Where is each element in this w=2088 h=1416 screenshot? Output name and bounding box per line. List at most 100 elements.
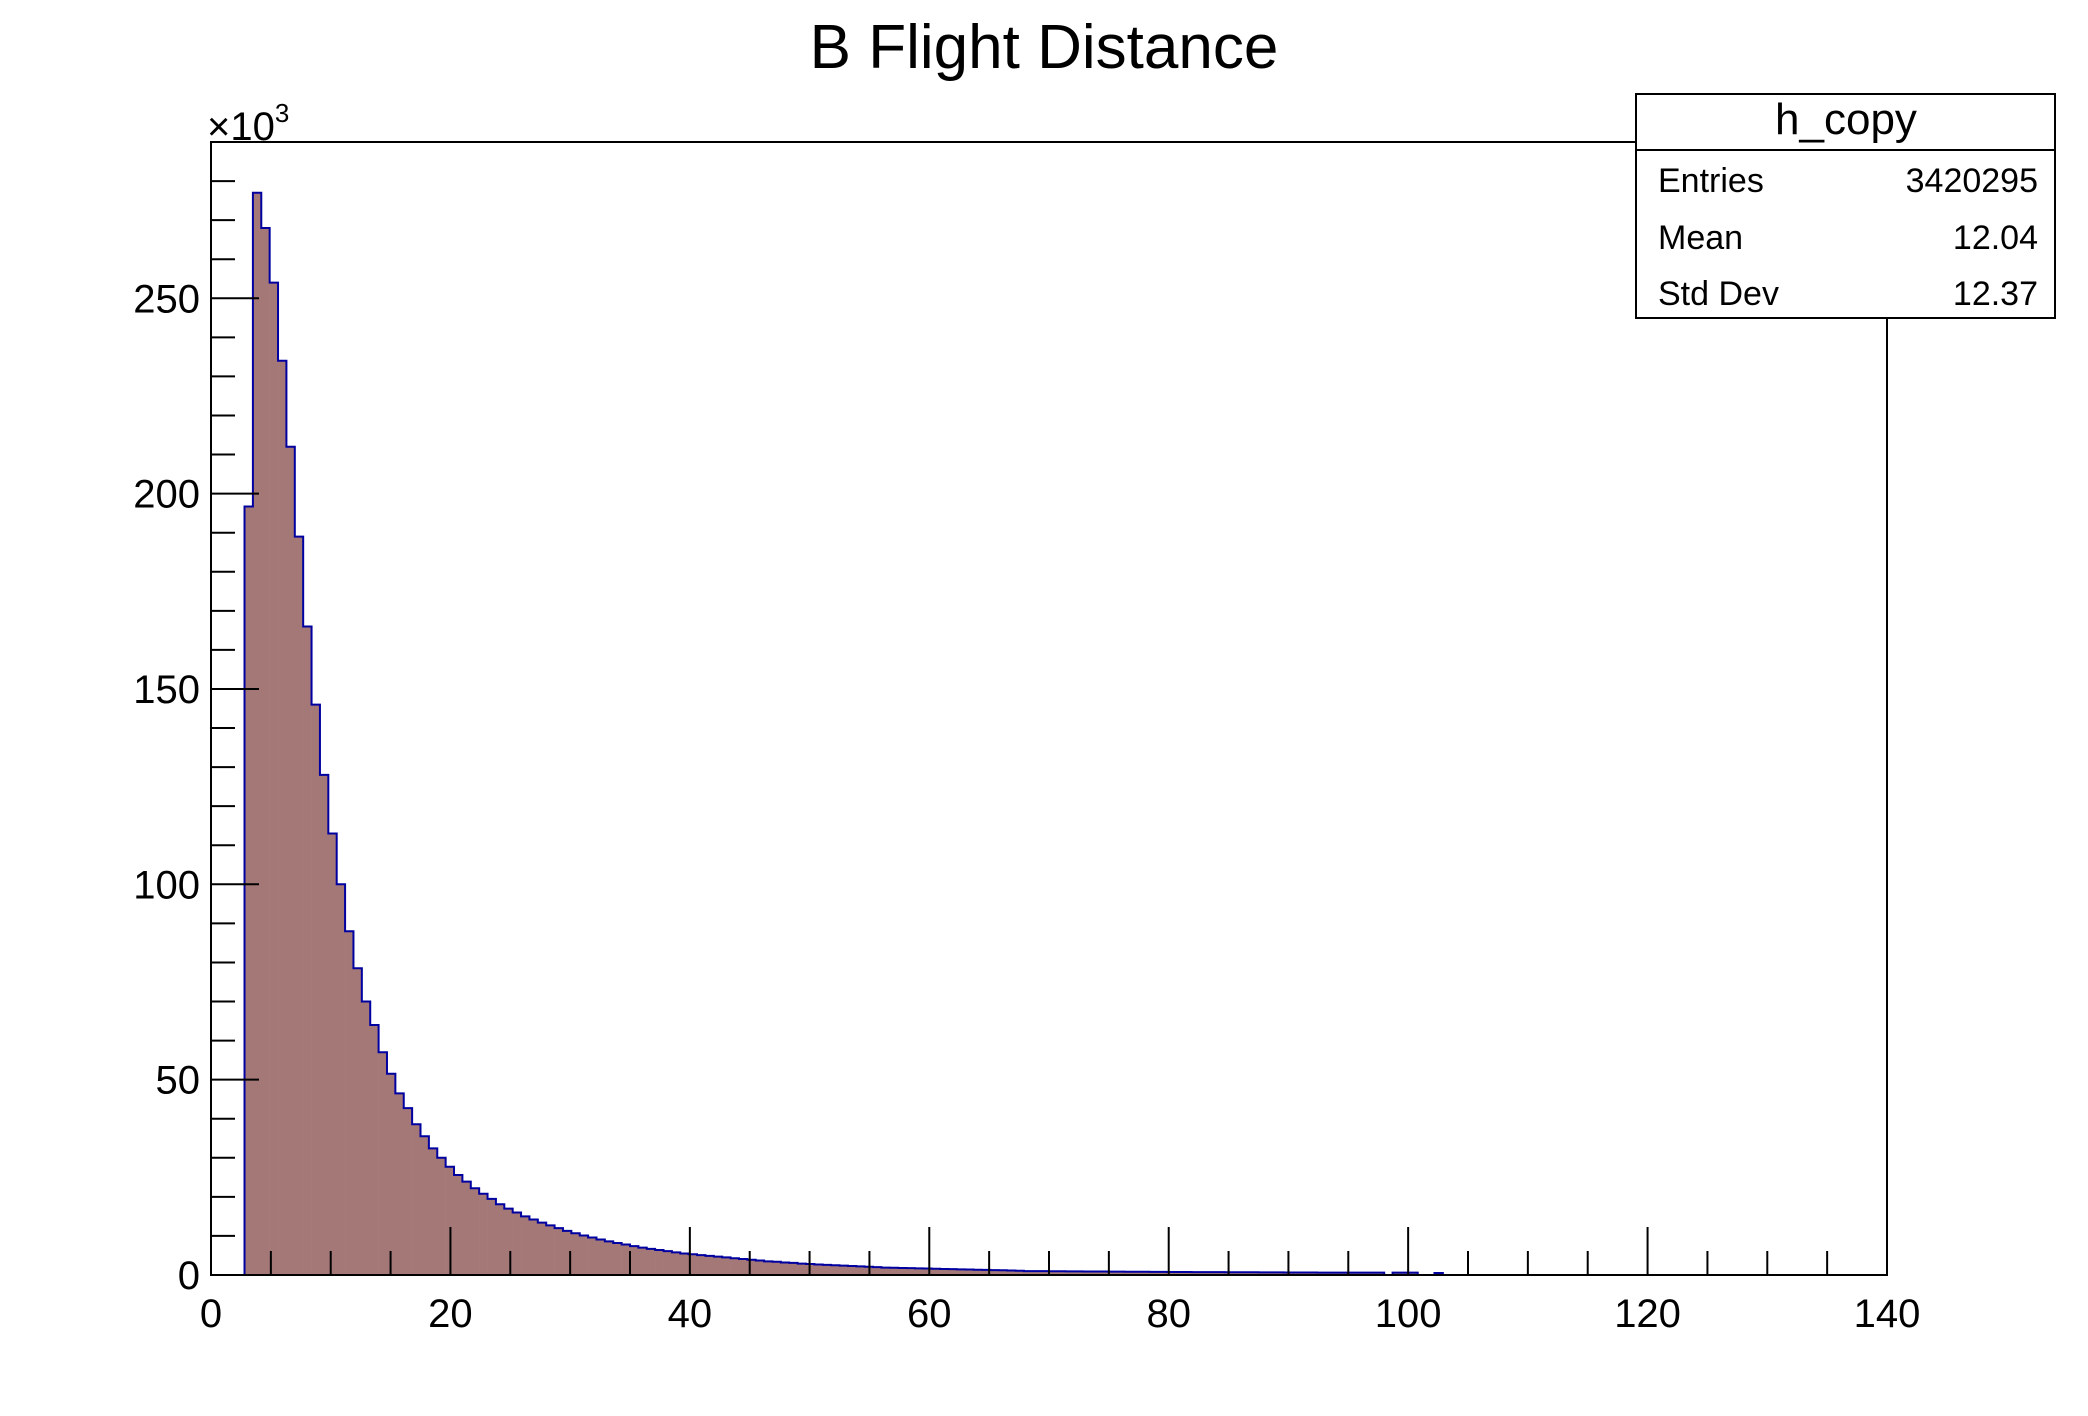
histogram-bin: [269, 282, 279, 1275]
histogram-bin: [1049, 1271, 1058, 1275]
stats-box-title: h_copy: [1775, 95, 1917, 144]
histogram-bin: [630, 1246, 639, 1275]
histogram-bin: [571, 1233, 581, 1275]
histogram-bin: [1074, 1271, 1083, 1275]
histogram-bin: [1258, 1272, 1268, 1275]
stats-mean-value: 12.04: [1953, 219, 2038, 257]
histogram-bin: [1208, 1272, 1217, 1275]
histogram-bin: [931, 1268, 941, 1275]
histogram-bin: [738, 1258, 748, 1275]
histogram-bin: [671, 1252, 681, 1275]
y-multiplier-base: ×10: [207, 105, 275, 149]
histogram-bin: [336, 884, 346, 1275]
y-multiplier-exponent: 3: [275, 98, 289, 128]
histogram-bin: [613, 1242, 622, 1275]
histogram-bin: [311, 704, 321, 1275]
histogram-bin: [1057, 1271, 1067, 1275]
histogram-bin: [1350, 1272, 1360, 1275]
histogram-bin: [1032, 1271, 1041, 1275]
histogram-bin: [319, 774, 329, 1275]
histogram-bin: [361, 1001, 371, 1275]
histogram-bin: [529, 1219, 539, 1275]
stats-stddev-label: Std Dev: [1658, 275, 1779, 313]
histogram-bin: [1166, 1271, 1175, 1275]
histogram-bin: [437, 1157, 446, 1275]
x-tick-label: 0: [200, 1292, 222, 1336]
histogram-bin: [730, 1258, 740, 1275]
histogram-bin: [395, 1093, 405, 1275]
histogram-bin: [663, 1251, 673, 1275]
histogram-bin: [940, 1268, 949, 1275]
histogram-bin: [697, 1255, 706, 1275]
histogram-bin: [328, 833, 337, 1275]
histogram-bin: [965, 1269, 974, 1275]
histogram-bin: [596, 1239, 606, 1275]
histogram-bin: [956, 1269, 966, 1275]
histogram-bars: [243, 191, 1444, 1276]
x-tick-label: 140: [1854, 1292, 1921, 1336]
histogram-bin: [495, 1204, 505, 1275]
histogram-bin: [537, 1222, 547, 1275]
histogram-bin: [588, 1237, 597, 1275]
histogram-bin: [1250, 1272, 1259, 1275]
histogram-bin: [822, 1264, 832, 1275]
histogram-bin: [403, 1108, 413, 1275]
histogram-bin: [839, 1265, 849, 1275]
histogram-bin: [772, 1261, 782, 1275]
histogram-bin: [914, 1268, 924, 1275]
histogram-bin: [856, 1266, 865, 1275]
histogram-bin: [814, 1264, 824, 1275]
histogram-bin: [1082, 1271, 1092, 1275]
histogram-bin: [1216, 1272, 1226, 1275]
histogram-bin: [1099, 1271, 1108, 1275]
histogram-bin: [1241, 1272, 1251, 1275]
histogram-bin: [705, 1255, 715, 1275]
histogram-bin: [923, 1268, 932, 1275]
histogram-bin: [1409, 1272, 1419, 1275]
stats-entries-value: 3420295: [1906, 162, 2038, 200]
histogram-bin: [780, 1262, 790, 1275]
histogram-bin: [554, 1228, 564, 1275]
histogram-bin: [1333, 1272, 1343, 1275]
histogram-bin: [487, 1198, 497, 1275]
histogram-bin: [1015, 1270, 1025, 1275]
y-tick-label: 0: [178, 1254, 200, 1298]
histogram-bin: [1124, 1271, 1134, 1275]
x-tick-label: 100: [1375, 1292, 1442, 1336]
histogram-bin: [1233, 1272, 1243, 1275]
histogram-bin: [621, 1244, 631, 1275]
histogram-bin: [378, 1052, 388, 1275]
y-tick-label: 100: [133, 863, 200, 907]
chart-title: B Flight Distance: [810, 13, 1279, 82]
histogram-bin: [261, 227, 270, 1276]
histogram-bin: [252, 192, 262, 1275]
x-tick-label: 60: [907, 1292, 952, 1336]
histogram-bin: [1191, 1272, 1201, 1275]
histogram-bin: [1325, 1272, 1335, 1275]
histogram-bin: [470, 1188, 480, 1275]
histogram-bin: [889, 1267, 899, 1275]
stats-box-frame: [1635, 93, 2056, 319]
y-tick-label: 50: [156, 1059, 201, 1103]
histogram-bin: [1199, 1272, 1209, 1275]
y-tick-label: 250: [133, 277, 200, 321]
histogram-bin: [1275, 1272, 1284, 1275]
histogram-bin: [412, 1124, 421, 1275]
histogram-bin: [428, 1148, 438, 1275]
histogram-bin: [1090, 1271, 1100, 1275]
histogram-bin: [638, 1247, 648, 1275]
histogram-bin: [278, 360, 287, 1275]
histogram-bin: [1141, 1271, 1150, 1275]
histogram-bin: [646, 1248, 656, 1275]
histogram-bin: [512, 1212, 522, 1275]
histogram-bin: [722, 1257, 731, 1275]
histogram-bin: [655, 1249, 664, 1275]
histogram-bin: [479, 1193, 488, 1275]
histogram-bin: [1392, 1272, 1402, 1275]
x-tick-label: 120: [1614, 1292, 1681, 1336]
stats-stddev-value: 12.37: [1953, 275, 2038, 313]
histogram-bin: [345, 931, 354, 1275]
histogram-bin: [797, 1263, 807, 1275]
histogram-bin: [1367, 1272, 1377, 1275]
histogram-bin: [948, 1269, 958, 1275]
